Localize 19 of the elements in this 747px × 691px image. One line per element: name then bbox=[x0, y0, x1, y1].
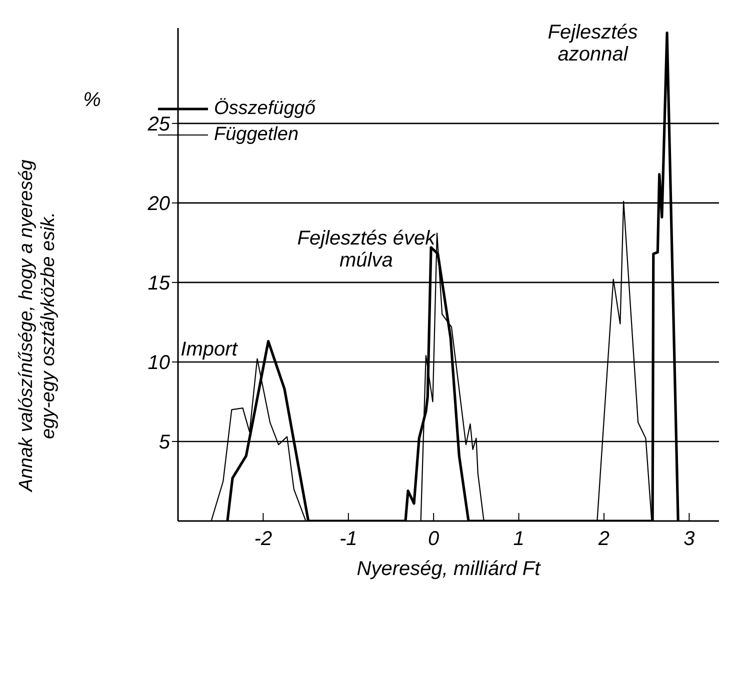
y-tick-label: 20 bbox=[146, 193, 170, 216]
y-tick-label: 15 bbox=[148, 272, 171, 295]
annotation: Fejlesztés azonnal bbox=[548, 21, 638, 66]
legend-label: Összefüggő bbox=[214, 98, 316, 120]
x-tick-label: -2 bbox=[254, 528, 272, 550]
x-tick-label: -1 bbox=[339, 528, 358, 550]
x-tick-label: 0 bbox=[428, 528, 440, 550]
text: % bbox=[83, 88, 101, 111]
x-tick-label: 3 bbox=[684, 528, 695, 550]
y-axis-title: Annak valószínűsége, hogy a nyereség egy-egy osztályközbe esik. bbox=[16, 159, 59, 492]
legend-label: Független bbox=[214, 124, 299, 146]
y-tick-label: 25 bbox=[146, 114, 171, 136]
x-tick-label: 1 bbox=[513, 528, 524, 550]
y-tick-label: 5 bbox=[158, 432, 171, 454]
x-axis-title: Nyereség, milliárd Ft bbox=[356, 558, 542, 580]
annotation: Fejlesztés évek múlva bbox=[297, 227, 436, 272]
x-tick-label: 2 bbox=[597, 528, 610, 550]
annotation: Import bbox=[180, 338, 239, 361]
y-tick-label: 10 bbox=[148, 352, 170, 374]
